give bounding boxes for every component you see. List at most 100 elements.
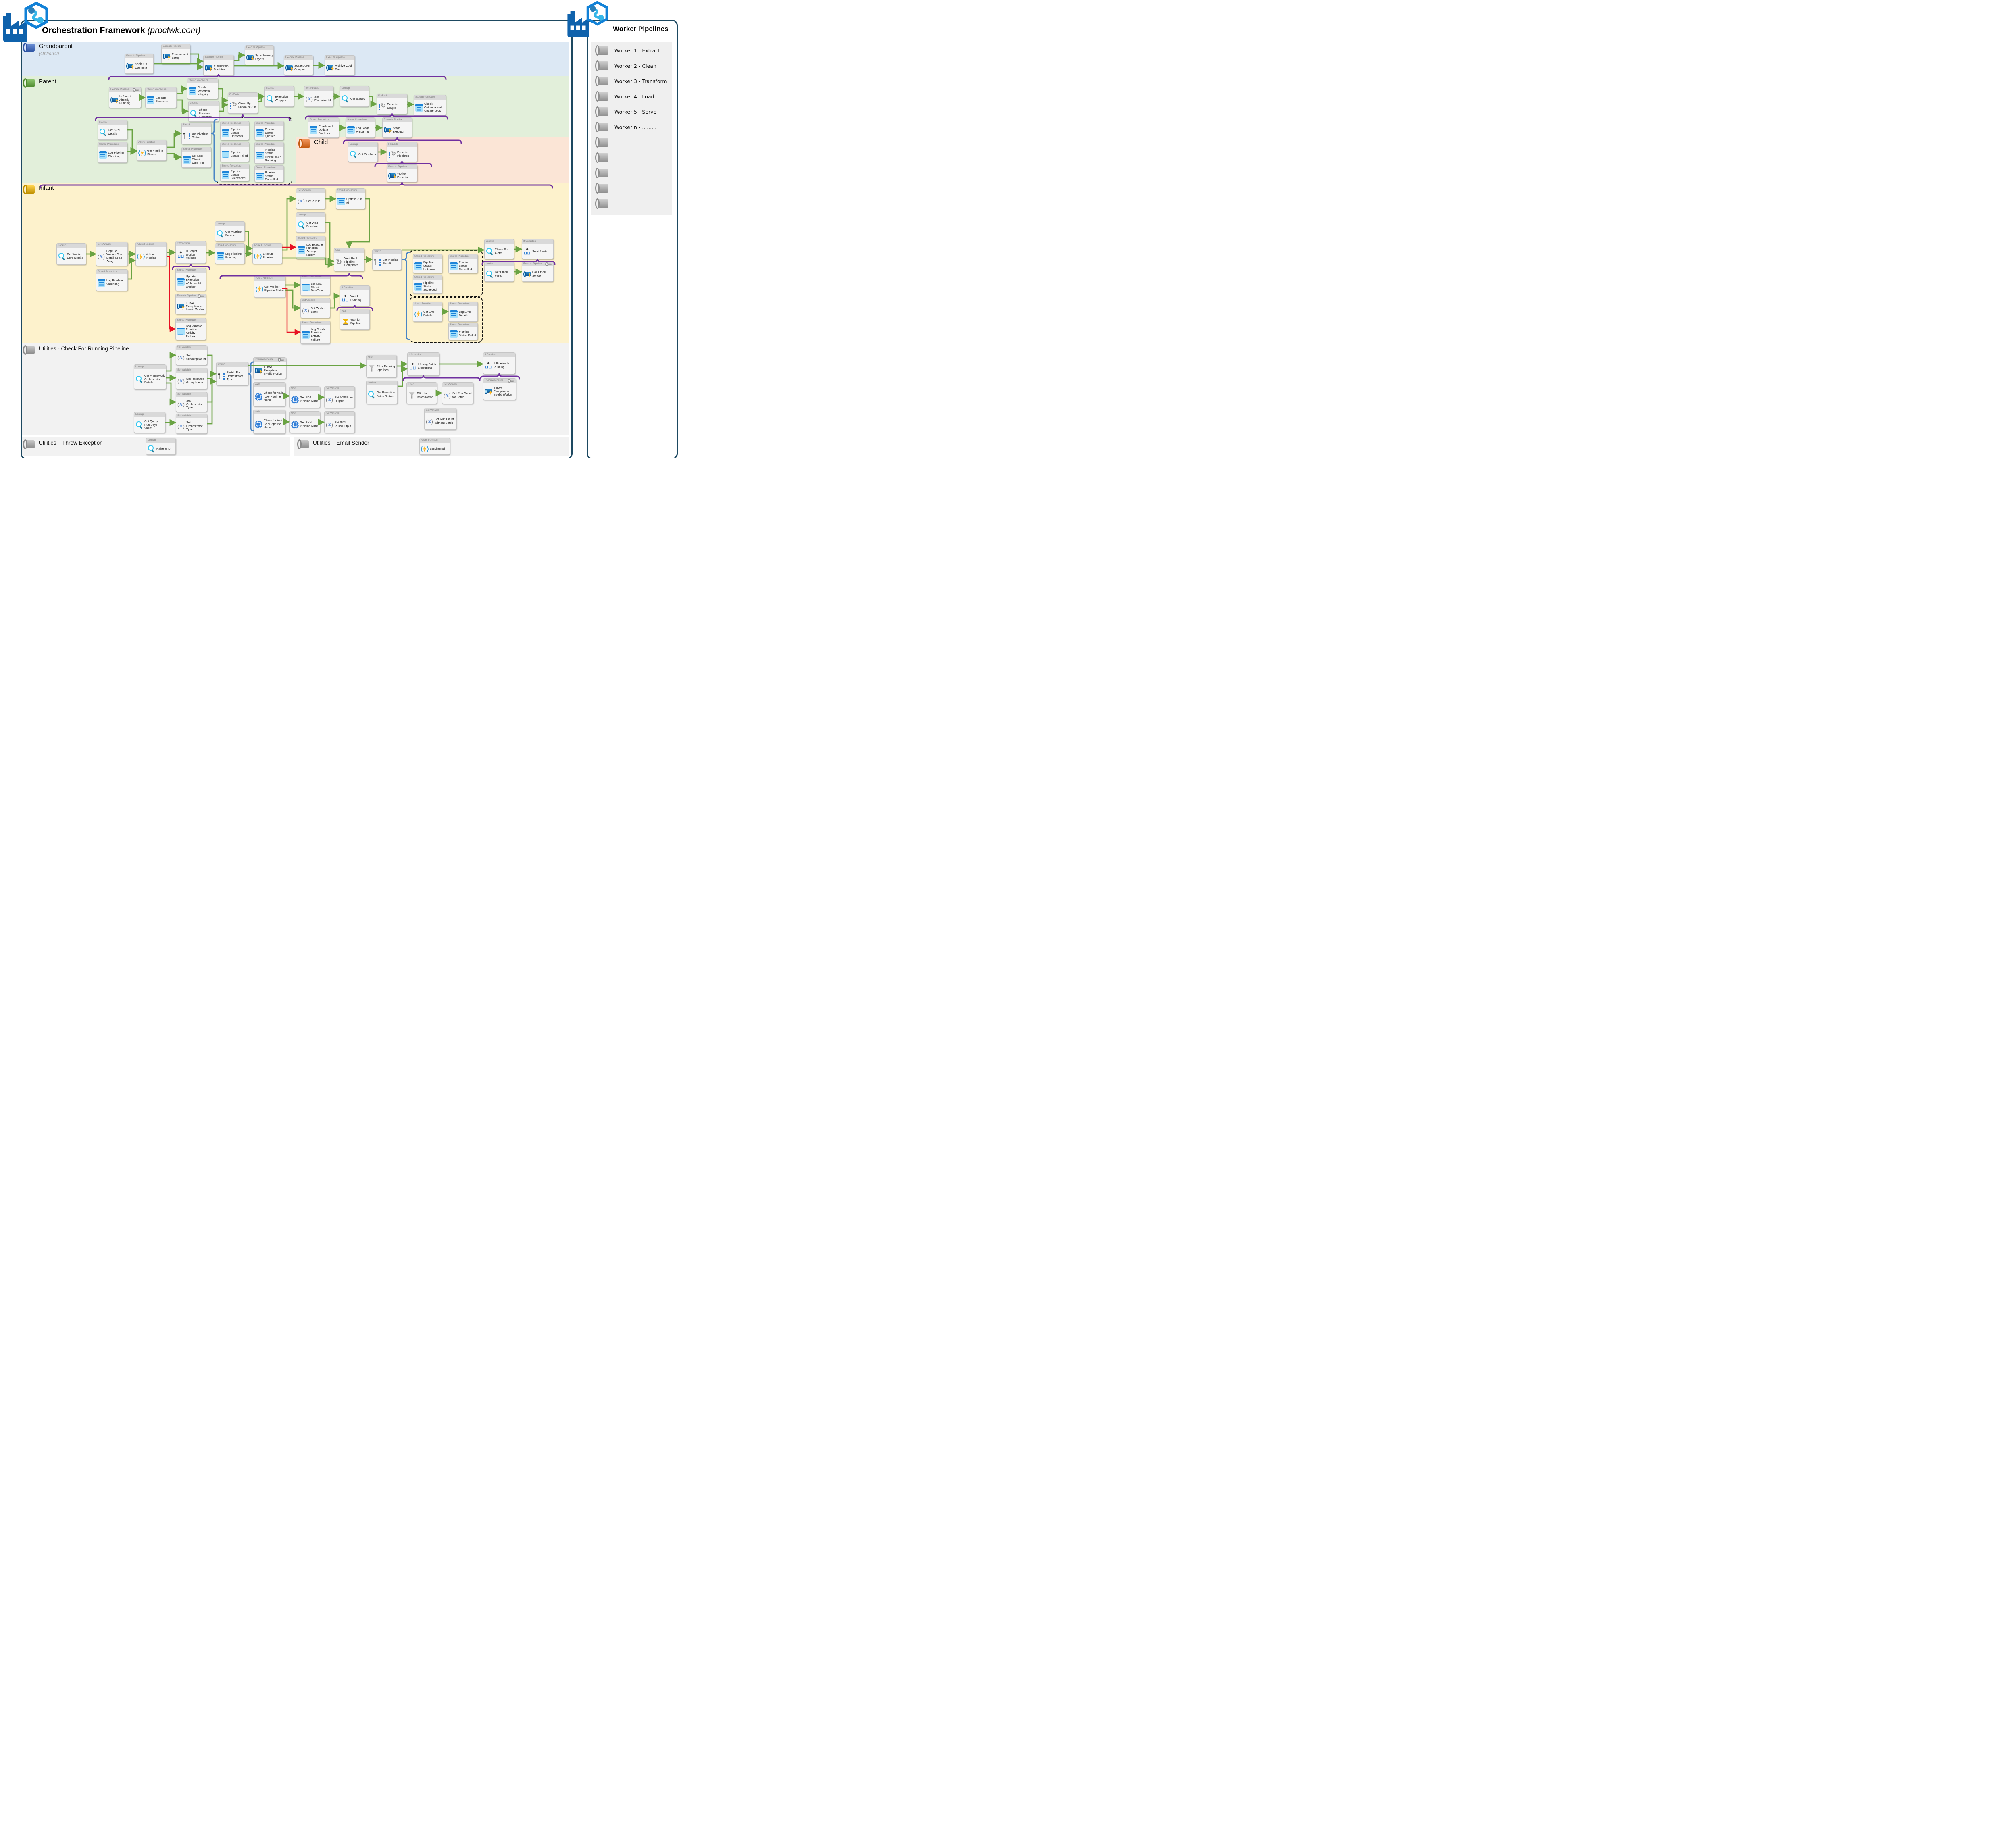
activity-log-pipeline-validating[interactable]: Stored Procedure Log Pipeline Validating xyxy=(96,269,128,291)
worker-item-worker-4-load[interactable]: Worker 4 - Load xyxy=(595,91,654,102)
activity-log-error-details[interactable]: Stored Procedure Log Error Details xyxy=(448,302,478,322)
activity-wait-until-pipeline-completes[interactable]: Until Wait Until Pipeline Completes xyxy=(334,248,364,271)
activity-get-adf-pipeline-runs[interactable]: Web Get ADF Pipeline Runs xyxy=(289,386,320,408)
activity-filter-running-pipelines[interactable]: Filter Filter Running Pipelines xyxy=(366,355,397,377)
activity-check-metadata-integrity[interactable]: Stored Procedure Check Metadata Integrity xyxy=(187,78,218,99)
activity-capture-worker-core-detail-as-an-array[interactable]: Set Variable xCapture Worker Core Detail … xyxy=(96,242,128,266)
activity-pipeline-status-unknown[interactable]: Stored Procedure Pipeline Status Unknown xyxy=(413,254,442,273)
activity-send-alerts[interactable]: If Condition Send Alerts xyxy=(522,239,554,259)
activity-log-check-function-activity-failure[interactable]: Stored Procedure Log Check Function Activ… xyxy=(300,321,330,344)
activity-check-previous-execution[interactable]: Lookup Check Previous Execution xyxy=(188,101,219,122)
activity-get-pipeline-status[interactable]: Azure Function Get Pipeline Status xyxy=(137,140,167,161)
activity-stage-executor[interactable]: Execute Pipeline Stage Executor xyxy=(382,117,412,138)
activity-get-pipeline-params[interactable]: Lookup Get Pipeline Params xyxy=(215,221,245,241)
activity-raise-error[interactable]: Lookup Raise Error xyxy=(146,438,176,455)
activity-if-pipeline-is-running[interactable]: If Condition If Pipeline Is Running xyxy=(483,352,515,374)
activity-get-wait-duration[interactable]: Lookup Get Wait Duration xyxy=(296,212,325,233)
activity-update-run-id[interactable]: Stored Procedure Update Run Id xyxy=(336,188,365,209)
activity-pipeline-status-queued[interactable]: Stored Procedure Pipeline Status Queued xyxy=(254,121,284,140)
activity-set-run-id[interactable]: Set Variable xSet Run Id xyxy=(296,188,325,209)
activity-scale-down-compute[interactable]: Execute Pipeline Scale Down Compute xyxy=(284,55,313,75)
activity-get-pipelines[interactable]: Lookup Get Pipelines xyxy=(348,142,378,162)
activity-worker-executor[interactable]: Execute Pipeline Worker Executor xyxy=(387,164,417,182)
activity-get-worker-pipeline-status[interactable]: Azure Function Get Worker Pipeline Status xyxy=(254,276,285,298)
activity-throw-exception-invalid-worker[interactable]: Execute Pipeline Throw Exception – Invali… xyxy=(483,378,516,400)
activity-throw-exception-invalid-worker[interactable]: Execute Pipeline Throw Exception – Invali… xyxy=(175,294,206,314)
activity-wait-for-pipeline[interactable]: Wait Wait for Pipeline xyxy=(340,309,370,330)
activity-get-query-run-days-value[interactable]: Lookup Get Query Run Days Value xyxy=(134,412,165,433)
activity-check-and-update-blockers[interactable]: Stored Procedure Check and Update Blocker… xyxy=(308,117,339,138)
activity-set-pipeline-status[interactable]: Switch Set Pipeline Status xyxy=(181,123,211,144)
activity-set-worker-state[interactable]: Set Variable xSet Worker State xyxy=(300,298,330,318)
activity-execute-pipeline[interactable]: Azure Function Execute Pipeline xyxy=(252,243,282,264)
activity-set-execution-id[interactable]: Set Variable xSet Execution Id xyxy=(304,86,333,107)
activity-pipeline-status-inprogress-running[interactable]: Stored Procedure Pipeline Status InProgre… xyxy=(254,142,284,164)
activity-log-execute-function-activity-failure[interactable]: Stored Procedure Log Execute Function Act… xyxy=(296,236,325,259)
worker-item-blank-8[interactable] xyxy=(595,168,614,178)
activity-log-validate-function-activity-failure[interactable]: Stored Procedure Log Validate Function Ac… xyxy=(175,318,206,340)
activity-pipeline-status-cancelled[interactable]: Stored Procedure Pipeline Status Cancelle… xyxy=(448,254,478,273)
activity-get-error-details[interactable]: Azure Function Get Error Details xyxy=(413,302,442,322)
activity-pipeline-status-suceeded[interactable]: Stored Procedure Pipeline Status Suceeded xyxy=(413,275,442,294)
activity-pipeline-status-succeeded[interactable]: Stored Procedure Pipeline Status Succeede… xyxy=(220,164,249,181)
worker-item-blank-7[interactable] xyxy=(595,152,614,163)
activity-execute-pipelines[interactable]: ForEach Execute Pipelines xyxy=(387,142,417,162)
worker-item-blank-9[interactable] xyxy=(595,183,614,194)
activity-update-execution-with-invalid-worker[interactable]: Stored Procedure Update Execution With In… xyxy=(175,268,206,291)
activity-get-execution-batch-status[interactable]: Lookup Get Execution Batch Status xyxy=(366,381,398,404)
activity-set-orchestrator-type[interactable]: Set Variable xSet Orchestrator Type xyxy=(176,414,207,434)
activity-set-syn-runs-output[interactable]: Set Variable xSet SYN Runs Output xyxy=(324,411,355,433)
worker-item-blank-10[interactable] xyxy=(595,198,614,209)
activity-set-pipeline-result[interactable]: Switch Set Pipeline Result xyxy=(372,249,402,270)
activity-is-parent-already-running[interactable]: Execute Pipeline Is Parent Already Runnin… xyxy=(109,87,141,108)
activity-check-for-valid-adf-pipeline-name[interactable]: Web Check for Valid ADF Pipeline Name xyxy=(253,382,285,406)
activity-framework-bootstrap[interactable]: Execute Pipeline Framework Bootstrap xyxy=(203,55,234,76)
activity-get-framework-orchestrator-details[interactable]: Lookup Get Framework Orchestrator Details xyxy=(134,364,166,389)
activity-get-spn-details[interactable]: Lookup Get SPN Details xyxy=(98,120,127,140)
activity-log-stage-preparing[interactable]: Stored Procedure Log Stage Preparing xyxy=(346,117,375,138)
activity-execute-precursor[interactable]: Stored Procedure Execute Precursor xyxy=(145,87,177,108)
activity-check-for-valid-syn-pipeline-name[interactable]: Web Check for Valid SYN Pipeline Name xyxy=(253,410,285,434)
activity-filter-for-batch-name[interactable]: Filter Filter for Batch Name xyxy=(406,382,437,404)
activity-pipeline-status-failed[interactable]: Stored Procedure Pipeline Status Failed xyxy=(448,323,478,340)
activity-validate-pipeline[interactable]: Azure Function Validate Pipeline xyxy=(135,242,167,266)
activity-switch-for-orchestrator-type[interactable]: Switch Switch For Orchestrator Type xyxy=(216,362,248,385)
activity-scale-up-compute[interactable]: Execute Pipeline Scale Up Compute xyxy=(125,54,154,74)
activity-pipeline-status-unknown[interactable]: Stored Procedure Pipeline Status Unknown xyxy=(220,121,249,140)
worker-item-worker-3-transform[interactable]: Worker 3 - Transform xyxy=(595,76,667,86)
worker-item-blank-6[interactable] xyxy=(595,137,614,148)
activity-wait-if-running[interactable]: If Condition Wait If Running xyxy=(340,285,370,306)
activity-check-outcome-and-update-logs[interactable]: Stored Procedure Check Outcome and Update… xyxy=(414,95,446,116)
activity-get-worker-core-details[interactable]: Lookup Get Worker Core Details xyxy=(56,243,86,265)
activity-set-run-count-without-batch[interactable]: Set Variable xSet Run Count Without Batch xyxy=(424,408,456,430)
worker-item-worker-2-clean[interactable]: Worker 2 - Clean xyxy=(595,60,656,71)
activity-set-last-check-datetime[interactable]: Stored Procedure Set Last Check DateTime xyxy=(181,147,211,168)
activity-pipeline-status-failed[interactable]: Stored Procedure Pipeline Status Failed xyxy=(220,142,249,162)
activity-execute-stages[interactable]: ForEach Execute Stages xyxy=(377,94,407,114)
activity-throw-exception-invalid-worker[interactable]: Execute Pipeline Throw Exception – Invali… xyxy=(253,357,286,379)
activity-get-syn-pipeline-runs[interactable]: Web Get SYN Pipeline Runs xyxy=(289,411,320,433)
activity-set-resource-group-name[interactable]: Set Variable xSet Resource Group Name xyxy=(176,368,207,389)
activity-clean-up-previous-run[interactable]: ForEach Clean Up Previous Run xyxy=(228,92,258,114)
activity-set-last-check-datetime[interactable]: Stored Procedure Set Last Check DateTime xyxy=(300,275,330,296)
activity-get-stages[interactable]: Lookup Get Stages xyxy=(340,86,369,107)
activity-send-email[interactable]: Azure Function Send Email xyxy=(419,438,450,455)
activity-set-subscription-id[interactable]: Set Variable xSet Subscription Id xyxy=(176,345,207,365)
activity-environment-setup[interactable]: Execute Pipeline Environment Setup xyxy=(161,44,190,64)
activity-call-email-sender[interactable]: Execute Pipeline Call Email Sender xyxy=(522,262,554,282)
activity-set-orchestrator-type[interactable]: Set Variable xSet Orchestrator Type xyxy=(176,392,207,412)
activity-get-email-parts[interactable]: Lookup Get Email Parts xyxy=(484,262,514,282)
activity-set-adf-runs-output[interactable]: Set Variable xSet ADF Runs Output xyxy=(324,386,355,408)
activity-log-pipeline-checking[interactable]: Stored Procedure Log Pipeline Checking xyxy=(98,142,127,163)
activity-sync-serving-layers[interactable]: Execute Pipeline Sync Serving Layers xyxy=(245,45,274,65)
worker-item-worker-1-extract[interactable]: Worker 1 - Extract xyxy=(595,45,660,56)
activity-is-target-worker-validate[interactable]: If Condition Is Target Worker Validate xyxy=(175,241,206,264)
activity-if-using-batch-executions[interactable]: If Condition If Using Batch Executions xyxy=(407,352,439,376)
activity-archive-cold-data[interactable]: Execute Pipeline Archive Cold Data xyxy=(325,55,355,75)
activity-execution-wrapper[interactable]: Lookup Execution Wrapper xyxy=(264,86,294,107)
activity-check-for-alerts[interactable]: Lookup Check For Alerts xyxy=(484,239,514,259)
activity-log-pipeline-running[interactable]: Stored Procedure Log Pipeline Running xyxy=(215,243,245,264)
worker-item-worker-n[interactable]: Worker n - ......... xyxy=(595,122,656,132)
worker-item-worker-5-serve[interactable]: Worker 5 - Serve xyxy=(595,106,656,117)
activity-set-run-count-for-batch[interactable]: Set Variable xSet Run Count for Batch xyxy=(442,382,473,404)
